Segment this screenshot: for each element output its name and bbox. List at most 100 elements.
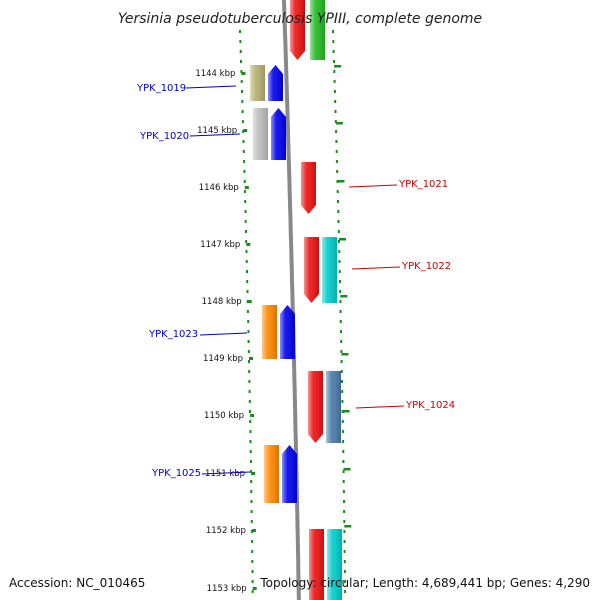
ruler-dot (342, 480, 345, 483)
tick-label: 1145 kbp (197, 126, 237, 136)
gene-feature[interactable] (304, 237, 337, 303)
ruler-major-tick (342, 410, 350, 413)
gene-feature[interactable] (262, 305, 295, 359)
ruler-dot (243, 170, 246, 173)
gene-block[interactable] (262, 305, 277, 359)
gene-label[interactable]: YPK_1025 (151, 468, 201, 479)
ruler-dot (243, 190, 246, 193)
ruler-dot (245, 230, 247, 233)
gene-feature[interactable] (253, 108, 286, 160)
tick-mark (251, 472, 256, 475)
ruler-dot (333, 90, 336, 93)
gene-block[interactable] (327, 529, 342, 600)
ruler-dot (343, 510, 346, 513)
ruler-dot (240, 80, 243, 83)
ruler-dot (341, 430, 344, 433)
genome-backbone (282, 0, 301, 600)
gene-block[interactable] (264, 445, 279, 503)
tick-label: 1149 kbp (203, 354, 243, 364)
ruler-dot (243, 180, 246, 183)
gene-feature[interactable] (309, 529, 342, 600)
ruler-dot (249, 460, 252, 463)
ruler-dot (249, 440, 252, 443)
ruler-dot (337, 230, 340, 233)
gene-label[interactable]: YPK_1019 (136, 83, 186, 94)
ruler-dot (339, 290, 342, 293)
tick-label: 1148 kbp (202, 297, 242, 307)
ruler-dot (342, 490, 345, 493)
ruler-major-tick (343, 468, 351, 471)
tick-mark (250, 414, 255, 417)
ruler-dot (241, 110, 244, 113)
ruler-major-tick (344, 525, 352, 528)
gene-feature[interactable] (264, 445, 297, 503)
ruler-dot (332, 40, 335, 43)
ruler-dot (342, 460, 345, 463)
gene-block[interactable] (280, 305, 295, 359)
ruler-dot (251, 590, 254, 593)
gene-label-leader (355, 405, 405, 409)
gene-block[interactable] (250, 65, 265, 101)
gene-block[interactable] (304, 237, 319, 303)
ruler-dot (251, 580, 254, 583)
ruler-dot (239, 40, 242, 43)
gene-label[interactable]: YPK_1024 (405, 400, 455, 411)
ruler-dot (247, 350, 250, 353)
ruler-right (332, 30, 352, 593)
ruler-dot (342, 450, 345, 453)
gene-label-leader (351, 266, 401, 270)
accession-text: Accession: NC_010465 (9, 576, 145, 590)
gene-block[interactable] (326, 371, 341, 443)
gene-block[interactable] (301, 162, 316, 214)
ruler-dot (341, 420, 344, 423)
gene-feature[interactable] (250, 65, 283, 101)
tick-mark (241, 72, 246, 75)
gene-label[interactable]: YPK_1020 (139, 131, 189, 142)
gene-label[interactable]: YPK_1023 (148, 329, 198, 340)
tick-mark (246, 243, 251, 246)
ruler-major-tick (334, 65, 342, 68)
gene-feature[interactable] (290, 0, 325, 60)
ruler-dot (246, 290, 249, 293)
gene-block[interactable] (310, 0, 325, 60)
gene-block[interactable] (309, 529, 324, 600)
gene-label-leader (348, 184, 398, 188)
ruler-dot (339, 320, 342, 323)
tick-mark (243, 129, 248, 132)
ruler-dot (332, 30, 334, 33)
ruler-dot (336, 170, 339, 173)
genome-title: Yersinia pseudotuberculosis YPIII, compl… (118, 11, 482, 27)
gene-block[interactable] (282, 445, 297, 503)
gene-block[interactable] (271, 108, 286, 160)
ruler-dot (334, 110, 337, 113)
ruler-dot (250, 470, 252, 473)
ruler-dot (249, 450, 252, 453)
gene-label[interactable]: YPK_1022 (401, 261, 451, 272)
ruler-dot (343, 500, 345, 503)
ruler-major-tick (339, 238, 346, 241)
ruler-dot (246, 270, 248, 273)
gene-block[interactable] (253, 108, 268, 160)
ruler-dot (250, 490, 253, 493)
ruler-dot (248, 360, 250, 363)
gene-block[interactable] (268, 65, 283, 101)
gene-label-leader (185, 85, 237, 89)
gene-feature[interactable] (308, 371, 341, 443)
ruler-dot (248, 380, 251, 383)
ruler-dot (243, 160, 246, 163)
tick-labels: 1144 kbp 1145 kbp 1146 kbp 1147 kbp 1148 kbp… (195, 69, 257, 594)
ruler-dot (340, 360, 343, 363)
gene-block[interactable] (322, 237, 337, 303)
ruler-dot (332, 50, 335, 53)
gene-label[interactable]: YPK_1021 (398, 179, 448, 190)
gene-block[interactable] (290, 0, 305, 60)
gene-block[interactable] (308, 371, 323, 443)
ruler-major-tick (335, 122, 343, 125)
ruler-dot (251, 570, 254, 573)
gene-feature[interactable] (301, 162, 316, 214)
tick-mark (249, 357, 253, 360)
ruler-dot (251, 540, 254, 543)
ruler-dot (334, 100, 337, 103)
ruler-dot (340, 350, 343, 353)
